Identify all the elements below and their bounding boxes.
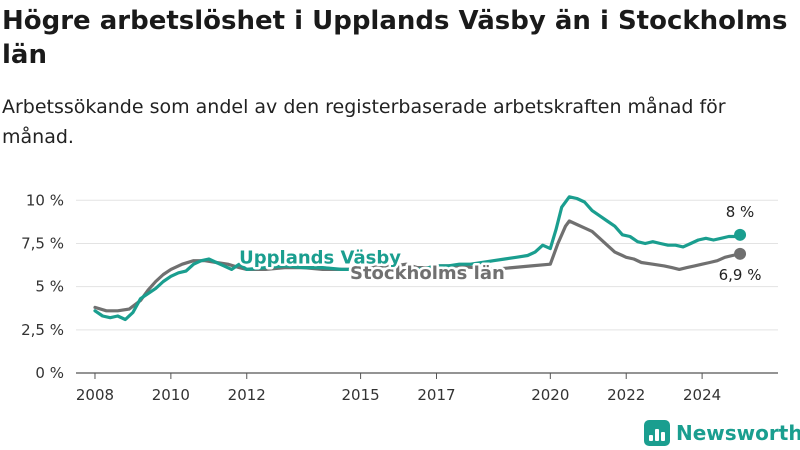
grid-lines [76, 199, 778, 374]
y-tick-label: 0 % [35, 364, 64, 382]
newsworthy-logo: Newsworthy [644, 418, 800, 448]
series-labels: Stockholms län 6,9 % Upplands Väsby 8 % [237, 203, 762, 287]
y-tick-label: 10 % [26, 191, 64, 209]
series-end-point [734, 247, 747, 260]
x-tick-label: 2012 [228, 386, 266, 404]
series-end-point [734, 228, 747, 241]
series-name-label: Stockholms län [350, 263, 505, 284]
page-title: Högre arbetslöshet i Upplands Väsby än i… [2, 6, 788, 70]
y-tick-label: 5 % [35, 278, 64, 296]
series-name-label: Upplands Väsby [239, 247, 401, 268]
x-tick-label: 2010 [152, 386, 190, 404]
y-tick-label: 2,5 % [21, 321, 64, 339]
x-tick-label: 2017 [417, 386, 455, 404]
series-line-1 [93, 195, 742, 322]
chart-subtitle: Arbetssökande som andel av den registerb… [2, 96, 726, 148]
series-end-value-label: 8 % [726, 203, 755, 221]
newsworthy-logo-icon [644, 420, 670, 446]
series-lines [93, 195, 747, 322]
x-tick-label: 2015 [342, 386, 380, 404]
x-tick-label: 2024 [683, 386, 721, 404]
brand-name: Newsworthy [676, 421, 800, 445]
x-tick-label: 2008 [76, 386, 114, 404]
axis-ticks: 0 % 2,5 % 5 % 7,5 % 10 % 2008 2010 2012 2015 2017… [21, 191, 721, 404]
y-tick-label: 7,5 % [21, 234, 64, 252]
series-end-value-label: 6,9 % [719, 266, 762, 284]
x-tick-label: 2022 [607, 386, 645, 404]
series-line-0 [93, 219, 742, 313]
x-tick-label: 2020 [531, 386, 569, 404]
